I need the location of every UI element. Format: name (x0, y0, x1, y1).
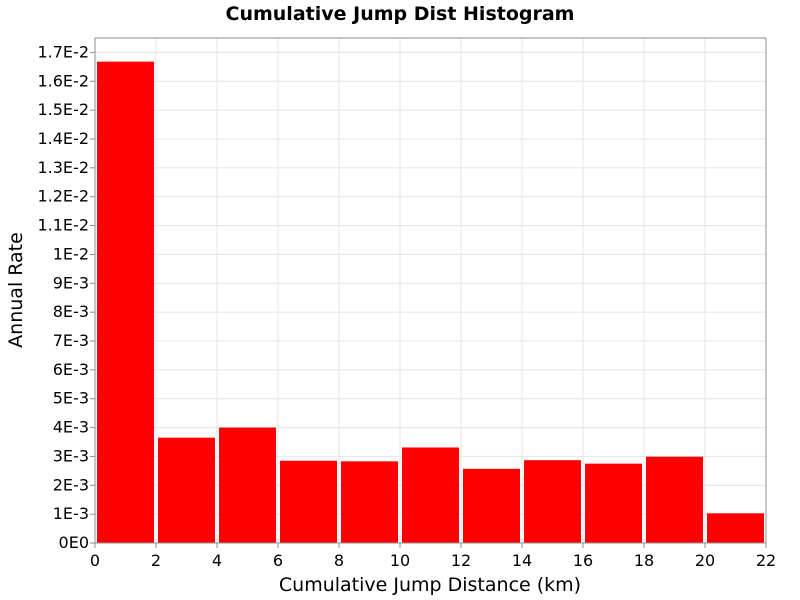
histogram-bar (707, 513, 764, 543)
x-tick-label: 2 (151, 551, 161, 570)
histogram-bar (402, 447, 459, 543)
histogram-bar (158, 437, 215, 543)
y-axis-ticks: 0E0 1E-3 2E-3 3E-3 4E-3 5E-3 6E-3 7E-3 8E-3 9E-3 1… (37, 42, 95, 552)
histogram-bar (341, 461, 398, 543)
y-tick-label: 9E-3 (53, 273, 89, 292)
x-tick-label: 12 (451, 551, 471, 570)
histogram-bar (524, 460, 581, 543)
y-tick-label: 1.2E-2 (37, 187, 89, 206)
y-tick-label: 1.1E-2 (37, 216, 89, 235)
y-tick-label: 1E-2 (53, 244, 89, 263)
y-tick-label: 1.7E-2 (37, 42, 89, 61)
y-tick-label: 1.4E-2 (37, 129, 89, 148)
y-tick-label: 0E0 (59, 533, 89, 552)
x-tick-label: 0 (90, 551, 100, 570)
x-tick-label: 6 (273, 551, 283, 570)
x-tick-label: 18 (634, 551, 654, 570)
y-axis-label: Annual Rate (5, 232, 27, 348)
histogram-bar (585, 463, 642, 543)
y-tick-label: 8E-3 (53, 302, 89, 321)
x-tick-label: 4 (212, 551, 222, 570)
y-tick-label: 1.5E-2 (37, 100, 89, 119)
y-tick-label: 5E-3 (53, 389, 89, 408)
bar-series (97, 61, 764, 544)
histogram-bar (646, 456, 703, 543)
y-tick-label: 4E-3 (53, 418, 89, 437)
x-tick-label: 8 (334, 551, 344, 570)
chart-title: Cumulative Jump Dist Histogram (226, 3, 575, 25)
x-tick-label: 22 (756, 551, 776, 570)
histogram-bar (219, 427, 276, 543)
y-tick-label: 1.6E-2 (37, 71, 89, 90)
x-tick-label: 10 (390, 551, 410, 570)
x-tick-label: 16 (573, 551, 593, 570)
x-axis-label: Cumulative Jump Distance (km) (279, 574, 581, 596)
y-tick-label: 6E-3 (53, 360, 89, 379)
x-tick-label: 14 (512, 551, 532, 570)
histogram-bar (97, 61, 154, 544)
y-tick-label: 1E-3 (53, 504, 89, 523)
y-tick-label: 1.3E-2 (37, 158, 89, 177)
x-tick-label: 20 (695, 551, 715, 570)
histogram-bar (280, 460, 337, 543)
plot-area-border (94, 37, 767, 544)
x-axis-ticks: 0 2 4 6 8 10 12 14 16 18 20 22 (90, 543, 776, 570)
y-tick-label: 2E-3 (53, 475, 89, 494)
histogram-bar (463, 468, 520, 543)
y-tick-label: 3E-3 (53, 446, 89, 465)
y-tick-label: 7E-3 (53, 331, 89, 350)
